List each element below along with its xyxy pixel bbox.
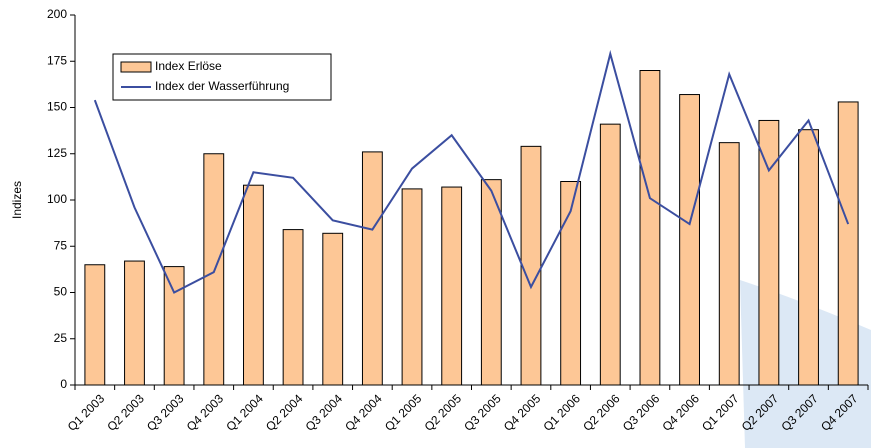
x-tick-label: Q1 2005: [382, 391, 425, 434]
y-tick-label: 25: [54, 331, 68, 345]
bar: [84, 264, 106, 386]
x-tick-label: Q4 2006: [659, 391, 702, 434]
bar: [282, 229, 304, 386]
x-tick-label: Q3 2005: [461, 391, 504, 434]
y-tick-label: 175: [47, 53, 67, 67]
x-tick-label: Q1 2006: [541, 391, 584, 434]
legend-label: Index der Wasserführung: [155, 79, 289, 93]
bar: [441, 186, 463, 386]
legend-label: Index Erlöse: [155, 59, 222, 73]
bar: [124, 260, 145, 386]
legend-swatch: [120, 61, 152, 73]
y-tick-label: 0: [60, 377, 67, 391]
x-tick-label: Q4 2003: [184, 391, 227, 434]
x-tick-label: Q1 2003: [65, 391, 108, 434]
x-tick-label: Q2 2006: [580, 391, 623, 434]
bar: [599, 123, 621, 386]
x-tick-label: Q2 2004: [263, 391, 306, 434]
bar: [798, 129, 819, 386]
x-tick-label: Q2 2005: [422, 391, 465, 434]
bar: [361, 151, 383, 386]
bar: [203, 153, 225, 386]
bar: [560, 181, 582, 386]
x-tick-label: Q1 2004: [223, 391, 266, 434]
bar: [520, 145, 542, 386]
y-tick-label: 200: [47, 7, 67, 21]
x-tick-label: Q4 2005: [501, 391, 544, 434]
bar: [322, 232, 344, 386]
bar: [401, 188, 423, 386]
bar: [758, 119, 780, 386]
x-tick-label: Q2 2003: [104, 391, 147, 434]
bar: [718, 142, 740, 386]
y-tick-label: 50: [54, 285, 68, 299]
line: [93, 49, 850, 294]
bar: [163, 266, 185, 386]
y-axis-label: Indizes: [10, 181, 24, 219]
x-tick-label: Q4 2004: [342, 391, 385, 434]
y-tick-label: 100: [47, 192, 67, 206]
x-tick-label: Q1 2007: [699, 391, 742, 434]
y-tick-label: 75: [54, 238, 68, 252]
bar: [639, 70, 661, 386]
bar: [243, 184, 264, 386]
x-tick-label: Q3 2004: [303, 391, 346, 434]
y-tick-label: 150: [47, 100, 67, 114]
bar: [837, 101, 859, 386]
x-tick-label: Q3 2006: [620, 391, 663, 434]
bar: [480, 179, 502, 386]
bar: [679, 94, 700, 386]
x-tick-label: Q3 2003: [144, 391, 187, 434]
y-tick-label: 125: [47, 146, 67, 160]
